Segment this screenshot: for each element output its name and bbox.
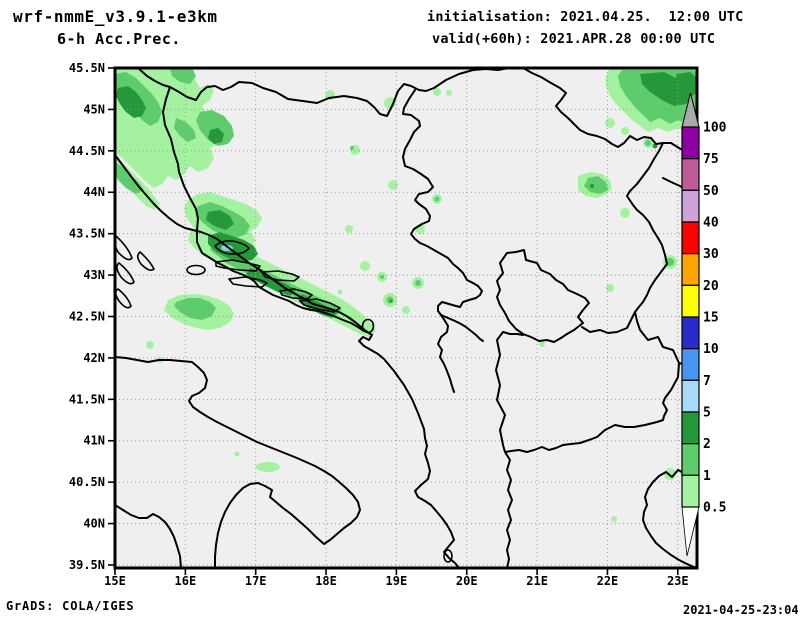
lon-tick-label: 22E	[597, 574, 619, 588]
lon-tick-label: 18E	[315, 574, 337, 588]
lat-tick-label: 44.5N	[69, 144, 105, 158]
coast-italy-tyrrhenian	[115, 504, 182, 568]
border-kosovo	[496, 249, 590, 343]
lat-tick-label: 41.5N	[69, 392, 105, 406]
border-montenegro-kosovo	[440, 314, 484, 342]
grads-credit: GrADS: COLA/IGES	[6, 599, 135, 613]
colorbar-label: 10	[703, 342, 719, 357]
product-title: 6-h Acc.Prec.	[57, 30, 181, 48]
lat-tick-label: 40.5N	[69, 475, 105, 489]
island-outline	[136, 251, 155, 271]
border-macedonia-north	[581, 311, 636, 334]
island-outline	[214, 240, 250, 255]
border-macedonia	[495, 311, 680, 453]
lat-tick-label: 44N	[83, 185, 105, 199]
colorbar-segment	[681, 379, 700, 413]
lat-tick-label: 40N	[83, 517, 105, 531]
lon-tick-label: 16E	[175, 574, 197, 588]
precip-dark-layer	[116, 72, 697, 318]
island-outline	[116, 262, 135, 285]
border-sava-north	[169, 68, 510, 117]
lat-tick-label: 45N	[83, 102, 105, 116]
valid-time: valid(+60h): 2021.APR.28 00:00 UTC	[432, 31, 716, 47]
colorbar-segment	[681, 284, 700, 318]
kotor-bay	[361, 318, 375, 334]
coastlines-and-borders	[115, 68, 697, 568]
lon-tick-label: 15E	[104, 574, 126, 588]
island-outline	[215, 259, 261, 272]
island-outline	[261, 270, 300, 282]
border-drina	[402, 89, 483, 316]
coast-italy-adriatic	[115, 356, 361, 568]
colorbar-segment	[681, 443, 700, 476]
lat-tick-label: 43.5N	[69, 227, 105, 241]
island-outline	[186, 264, 206, 276]
axis-layer: 45.5N 45N 44.5N 44N 43.5N 43N 42.5N 42N 41.5N 41N…	[69, 61, 689, 588]
border-bosnia-west	[162, 86, 365, 332]
colorbar-label: 50	[703, 184, 719, 199]
colorbar-segment	[681, 126, 700, 160]
colorbar-segment	[681, 411, 700, 445]
lon-tick-label: 19E	[386, 574, 408, 588]
island-outline	[443, 549, 453, 563]
lat-tick-label: 42.5N	[69, 309, 105, 323]
colorbar-segment	[681, 474, 700, 508]
lon-tick-label: 23E	[667, 574, 689, 588]
lon-tick-label: 17E	[245, 574, 267, 588]
colorbar-label: 15	[703, 311, 719, 326]
colorbar-segment	[681, 158, 700, 191]
colorbar-segment	[681, 189, 700, 223]
colorbar-label: 1	[703, 469, 711, 484]
border-albania-greece	[504, 451, 513, 568]
border-slovenia-croatia	[137, 68, 171, 88]
lat-tick-label: 39.5N	[69, 558, 105, 572]
island-outline	[299, 298, 341, 313]
border-serbia-bulgaria	[626, 142, 668, 313]
colorbar-segment	[681, 316, 700, 350]
lat-tick-label: 41N	[83, 434, 105, 448]
lon-tick-label: 20E	[456, 574, 478, 588]
model-title: wrf-nmmE_v3.9.1-e3km	[13, 7, 218, 26]
colorbar-label: 30	[703, 247, 719, 262]
colorbar-segment	[681, 221, 700, 255]
coast-aegean	[642, 466, 697, 568]
colorbar-label: 100	[703, 121, 727, 136]
colorbar-segment	[681, 348, 700, 381]
lat-tick-label: 45.5N	[69, 61, 105, 75]
lat-tick-label: 43N	[83, 268, 105, 282]
colorbar-label: 0.5	[703, 501, 726, 516]
border-danube-meander	[522, 68, 697, 159]
colorbar-label: 5	[703, 406, 711, 421]
island-outline	[115, 235, 133, 261]
initialisation-time: initialisation: 2021.04.25. 12:00 UTC	[427, 9, 744, 25]
creation-timestamp: 2021-04-25-23:04	[683, 603, 799, 617]
adriatic-islands	[115, 235, 453, 563]
colorbar-label: 75	[703, 152, 719, 167]
colorbar-label: 40	[703, 216, 719, 231]
graticule-layer	[115, 68, 697, 568]
lat-tick-label: 42N	[83, 351, 105, 365]
border-montenegro-albania	[437, 314, 455, 393]
island-outline	[279, 288, 313, 300]
lon-tick-label: 21E	[526, 574, 548, 588]
coast-east-adriatic	[115, 154, 460, 568]
colorbar-label: 7	[703, 374, 711, 389]
colorbar-segment	[681, 253, 700, 286]
colorbar-label: 20	[703, 279, 719, 294]
colorbar-label: 2	[703, 437, 711, 452]
